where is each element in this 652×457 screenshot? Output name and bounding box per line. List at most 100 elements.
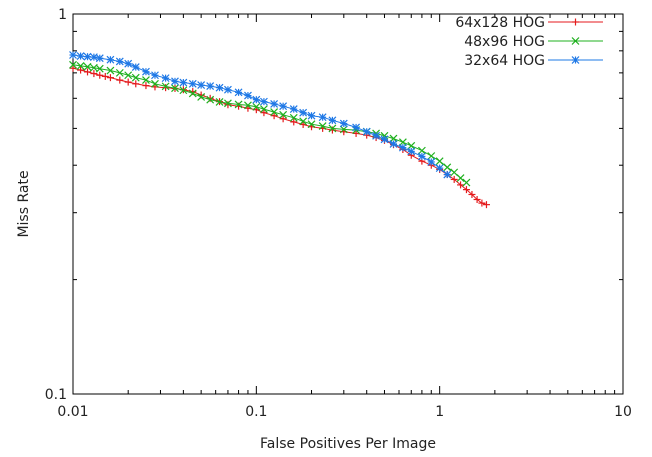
data-point bbox=[478, 199, 486, 207]
data-point bbox=[462, 178, 471, 187]
x-tick-label: 1 bbox=[435, 404, 444, 420]
data-point bbox=[142, 67, 150, 76]
data-point bbox=[215, 83, 224, 92]
data-point bbox=[171, 84, 179, 93]
data-point bbox=[339, 125, 348, 134]
data-point bbox=[115, 57, 124, 66]
data-point bbox=[407, 141, 416, 150]
data-point bbox=[457, 181, 465, 189]
x-tick-label: 0.01 bbox=[57, 404, 88, 420]
data-point bbox=[289, 105, 298, 114]
data-point bbox=[142, 76, 150, 85]
data-point bbox=[69, 60, 77, 69]
data-point bbox=[372, 131, 381, 140]
data-point bbox=[290, 118, 298, 126]
data-point bbox=[244, 101, 252, 110]
series-layer bbox=[69, 51, 490, 209]
data-point bbox=[352, 123, 361, 132]
data-point bbox=[307, 120, 316, 129]
data-point bbox=[398, 143, 407, 152]
data-point bbox=[161, 74, 170, 83]
data-point bbox=[96, 71, 104, 79]
data-point bbox=[234, 100, 243, 109]
data-point bbox=[83, 62, 92, 71]
data-point bbox=[132, 80, 140, 88]
data-point bbox=[328, 116, 337, 125]
data-point bbox=[252, 102, 261, 111]
data-point bbox=[90, 70, 98, 78]
x-tick-label: 0.1 bbox=[245, 404, 267, 420]
data-point bbox=[161, 82, 170, 91]
plot-frame bbox=[72, 13, 624, 395]
data-point bbox=[450, 175, 458, 183]
legend: 64x128 HOG 48x96 HOG 32x64 HOG bbox=[455, 15, 603, 69]
data-point bbox=[380, 135, 389, 144]
data-point bbox=[106, 55, 115, 64]
data-point bbox=[116, 76, 124, 84]
data-point bbox=[279, 115, 287, 123]
data-point bbox=[179, 78, 188, 87]
data-point bbox=[417, 152, 426, 161]
data-point bbox=[259, 105, 268, 114]
data-point bbox=[417, 146, 426, 155]
data-point bbox=[142, 82, 150, 90]
data-point bbox=[307, 111, 316, 120]
data-point bbox=[124, 71, 133, 80]
data-point bbox=[197, 93, 206, 101]
data-point bbox=[69, 51, 77, 59]
data-point bbox=[224, 101, 232, 109]
data-point bbox=[188, 89, 197, 98]
data-point bbox=[571, 56, 580, 64]
data-point bbox=[259, 97, 268, 106]
data-point bbox=[95, 64, 104, 73]
data-point bbox=[435, 157, 444, 166]
data-point bbox=[106, 66, 115, 75]
y-tick-label: 0.1 bbox=[45, 387, 67, 403]
data-point bbox=[318, 113, 327, 122]
data-point bbox=[76, 52, 85, 60]
data-point bbox=[83, 52, 92, 61]
data-point bbox=[339, 119, 348, 128]
data-point bbox=[188, 79, 197, 88]
data-point bbox=[270, 99, 279, 108]
data-point bbox=[482, 201, 490, 209]
data-point bbox=[124, 59, 133, 68]
data-point bbox=[456, 174, 465, 183]
legend-label: 48x96 HOG bbox=[464, 34, 545, 50]
data-point bbox=[69, 64, 77, 72]
data-point bbox=[389, 140, 398, 148]
data-point bbox=[289, 113, 298, 122]
data-point bbox=[95, 54, 104, 63]
data-point bbox=[106, 74, 114, 82]
legend-label: 64x128 HOG bbox=[455, 15, 545, 31]
data-point bbox=[162, 84, 170, 92]
data-point bbox=[206, 94, 214, 102]
data-point bbox=[171, 77, 179, 86]
data-point bbox=[101, 72, 109, 80]
data-point bbox=[115, 68, 124, 77]
data-point bbox=[450, 168, 459, 177]
data-point bbox=[270, 112, 278, 120]
data-point bbox=[197, 81, 206, 90]
series-3 bbox=[69, 51, 452, 179]
data-point bbox=[151, 71, 159, 80]
data-point bbox=[151, 79, 159, 88]
data-point bbox=[279, 110, 288, 119]
data-point bbox=[328, 124, 337, 133]
data-point bbox=[572, 18, 579, 26]
data-point bbox=[362, 127, 371, 136]
data-point bbox=[234, 88, 243, 97]
data-point bbox=[279, 102, 288, 111]
y-tick-label: 1 bbox=[58, 7, 67, 23]
data-point bbox=[427, 158, 436, 166]
data-point bbox=[443, 170, 452, 179]
data-point bbox=[215, 97, 224, 106]
y-axis-label: Miss Rate bbox=[16, 170, 32, 237]
axis-tick-labels: 0.01 0.1 1 100.11 bbox=[45, 7, 632, 420]
data-point bbox=[224, 85, 232, 94]
data-point bbox=[443, 163, 452, 172]
data-point bbox=[270, 108, 279, 116]
data-point bbox=[131, 73, 140, 82]
data-point bbox=[252, 95, 261, 104]
